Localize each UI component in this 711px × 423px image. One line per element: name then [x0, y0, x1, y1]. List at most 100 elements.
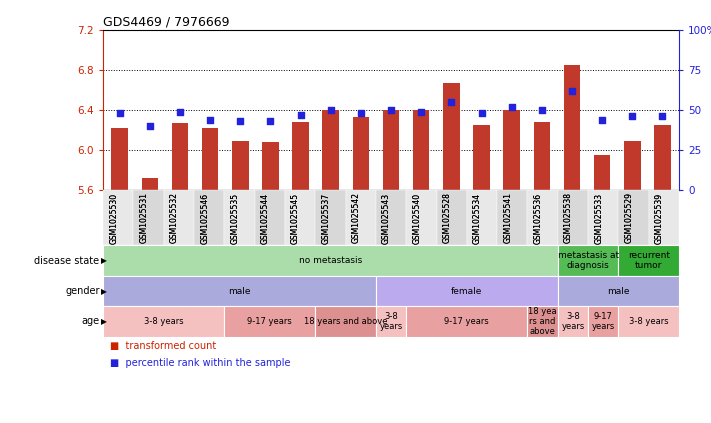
Text: GSM1025533: GSM1025533: [594, 192, 603, 244]
Bar: [594, 155, 611, 190]
Text: GSM1025535: GSM1025535: [230, 192, 240, 244]
Text: GSM1025529: GSM1025529: [624, 192, 634, 244]
Text: GSM1025532: GSM1025532: [170, 192, 179, 244]
Bar: [171, 123, 188, 190]
Point: [385, 107, 397, 113]
Point: [415, 108, 427, 115]
Point: [506, 103, 518, 110]
Text: GSM1025528: GSM1025528: [443, 192, 451, 243]
Text: GSM1025538: GSM1025538: [564, 192, 573, 244]
Point: [295, 111, 306, 118]
Text: GSM1025542: GSM1025542: [352, 192, 360, 244]
Point: [446, 99, 457, 105]
Text: GSM1025542: GSM1025542: [352, 192, 360, 244]
Bar: [564, 65, 580, 190]
Bar: [112, 128, 128, 190]
Text: GSM1025535: GSM1025535: [230, 192, 240, 244]
Text: ▶: ▶: [101, 317, 107, 326]
Text: 3-8
years: 3-8 years: [380, 312, 402, 331]
Bar: [624, 141, 641, 190]
Text: GSM1025529: GSM1025529: [624, 192, 634, 244]
Text: GSM1025528: GSM1025528: [443, 192, 451, 243]
Point: [536, 107, 547, 113]
Text: 9-17 years: 9-17 years: [444, 317, 489, 326]
Text: GSM1025537: GSM1025537: [321, 192, 331, 244]
Point: [476, 110, 487, 117]
Text: 3-8 years: 3-8 years: [629, 317, 668, 326]
Text: GSM1025538: GSM1025538: [564, 192, 573, 244]
Text: GSM1025543: GSM1025543: [382, 192, 391, 244]
Bar: [141, 178, 158, 190]
Bar: [232, 141, 249, 190]
Text: GSM1025546: GSM1025546: [201, 192, 209, 244]
Text: GSM1025534: GSM1025534: [473, 192, 482, 244]
Text: GSM1025534: GSM1025534: [473, 192, 482, 244]
Text: GSM1025546: GSM1025546: [201, 192, 209, 244]
Text: ▶: ▶: [101, 256, 107, 265]
Text: 18 years and above: 18 years and above: [304, 317, 387, 326]
Bar: [262, 142, 279, 190]
Text: GDS4469 / 7976669: GDS4469 / 7976669: [103, 16, 230, 28]
Text: male: male: [607, 286, 630, 296]
Text: GSM1025539: GSM1025539: [655, 192, 664, 244]
Bar: [503, 110, 520, 190]
Bar: [533, 122, 550, 190]
Text: GSM1025545: GSM1025545: [291, 192, 300, 244]
Text: GSM1025541: GSM1025541: [503, 192, 513, 244]
Bar: [654, 125, 670, 190]
Text: GSM1025541: GSM1025541: [503, 192, 513, 244]
Text: GSM1025544: GSM1025544: [261, 192, 269, 244]
Text: male: male: [228, 286, 251, 296]
Text: GSM1025531: GSM1025531: [139, 192, 149, 244]
Text: GSM1025540: GSM1025540: [412, 192, 422, 244]
Text: 9-17
years: 9-17 years: [592, 312, 615, 331]
Point: [264, 118, 276, 125]
Text: recurrent
tumor: recurrent tumor: [628, 251, 670, 270]
Text: 18 yea
rs and
above: 18 yea rs and above: [528, 307, 557, 336]
Text: GSM1025544: GSM1025544: [261, 192, 269, 244]
Text: ▶: ▶: [101, 286, 107, 296]
Bar: [413, 110, 429, 190]
Bar: [474, 125, 490, 190]
Text: no metastasis: no metastasis: [299, 256, 362, 265]
Text: GSM1025543: GSM1025543: [382, 192, 391, 244]
Text: 3-8 years: 3-8 years: [144, 317, 183, 326]
Text: female: female: [451, 286, 483, 296]
Text: GSM1025545: GSM1025545: [291, 192, 300, 244]
Text: GSM1025536: GSM1025536: [533, 192, 542, 244]
Text: GSM1025537: GSM1025537: [321, 192, 331, 244]
Text: GSM1025532: GSM1025532: [170, 192, 179, 244]
Text: 3-8
years: 3-8 years: [561, 312, 584, 331]
Text: age: age: [82, 316, 100, 327]
Point: [205, 116, 216, 123]
Bar: [292, 122, 309, 190]
Text: GSM1025530: GSM1025530: [109, 192, 118, 244]
Bar: [353, 117, 369, 190]
Text: disease state: disease state: [34, 255, 100, 266]
Text: GSM1025536: GSM1025536: [533, 192, 542, 244]
Bar: [202, 128, 218, 190]
Text: GSM1025533: GSM1025533: [594, 192, 603, 244]
Point: [114, 110, 125, 117]
Point: [566, 87, 577, 94]
Point: [235, 118, 246, 125]
Point: [657, 113, 668, 120]
Text: ■  transformed count: ■ transformed count: [110, 341, 216, 351]
Text: GSM1025530: GSM1025530: [109, 192, 118, 244]
Point: [597, 116, 608, 123]
Text: GSM1025540: GSM1025540: [412, 192, 422, 244]
Point: [325, 107, 336, 113]
Text: metastasis at
diagnosis: metastasis at diagnosis: [557, 251, 619, 270]
Point: [356, 110, 367, 117]
Text: GSM1025539: GSM1025539: [655, 192, 664, 244]
Text: ■  percentile rank within the sample: ■ percentile rank within the sample: [110, 358, 291, 368]
Bar: [383, 110, 400, 190]
Bar: [323, 110, 339, 190]
Point: [174, 108, 186, 115]
Point: [144, 123, 156, 129]
Text: gender: gender: [65, 286, 100, 296]
Text: GSM1025531: GSM1025531: [139, 192, 149, 244]
Point: [626, 113, 638, 120]
Text: 9-17 years: 9-17 years: [247, 317, 292, 326]
Bar: [443, 83, 459, 190]
